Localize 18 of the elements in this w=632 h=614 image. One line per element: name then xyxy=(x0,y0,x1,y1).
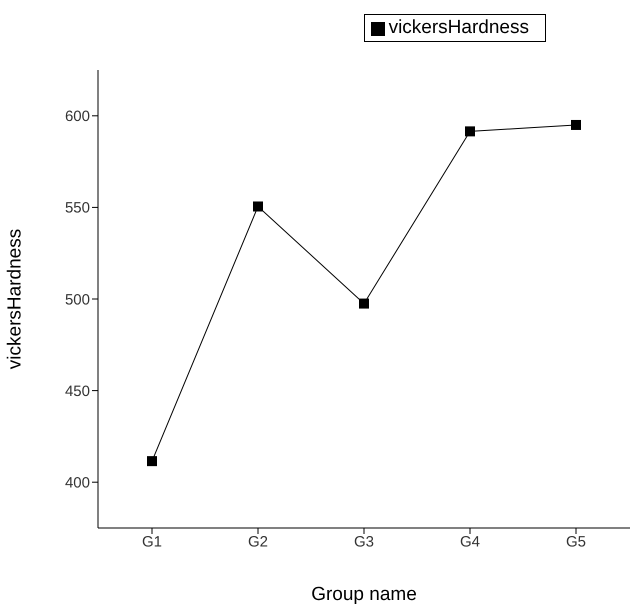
legend-label: vickersHardness xyxy=(388,17,529,38)
y-tick-label: 400 xyxy=(64,474,90,492)
x-tick-label: G3 xyxy=(354,534,374,551)
point xyxy=(571,120,581,130)
point xyxy=(359,298,369,309)
y-axis-title: vickersHardness xyxy=(4,228,26,370)
x-tick-label: G1 xyxy=(142,534,162,551)
y-tick-label: 450 xyxy=(64,382,90,400)
x-tick-label: G5 xyxy=(566,534,586,551)
point xyxy=(253,201,263,212)
point xyxy=(465,126,475,136)
point xyxy=(147,456,157,466)
y-tick-label: 600 xyxy=(64,108,90,126)
x-tick-label: G4 xyxy=(460,534,480,551)
x-tick-label: G2 xyxy=(248,534,268,551)
y-tick-label: 550 xyxy=(64,200,90,217)
x-axis-title: Group name xyxy=(311,584,417,605)
y-tick-label: 500 xyxy=(64,291,90,308)
